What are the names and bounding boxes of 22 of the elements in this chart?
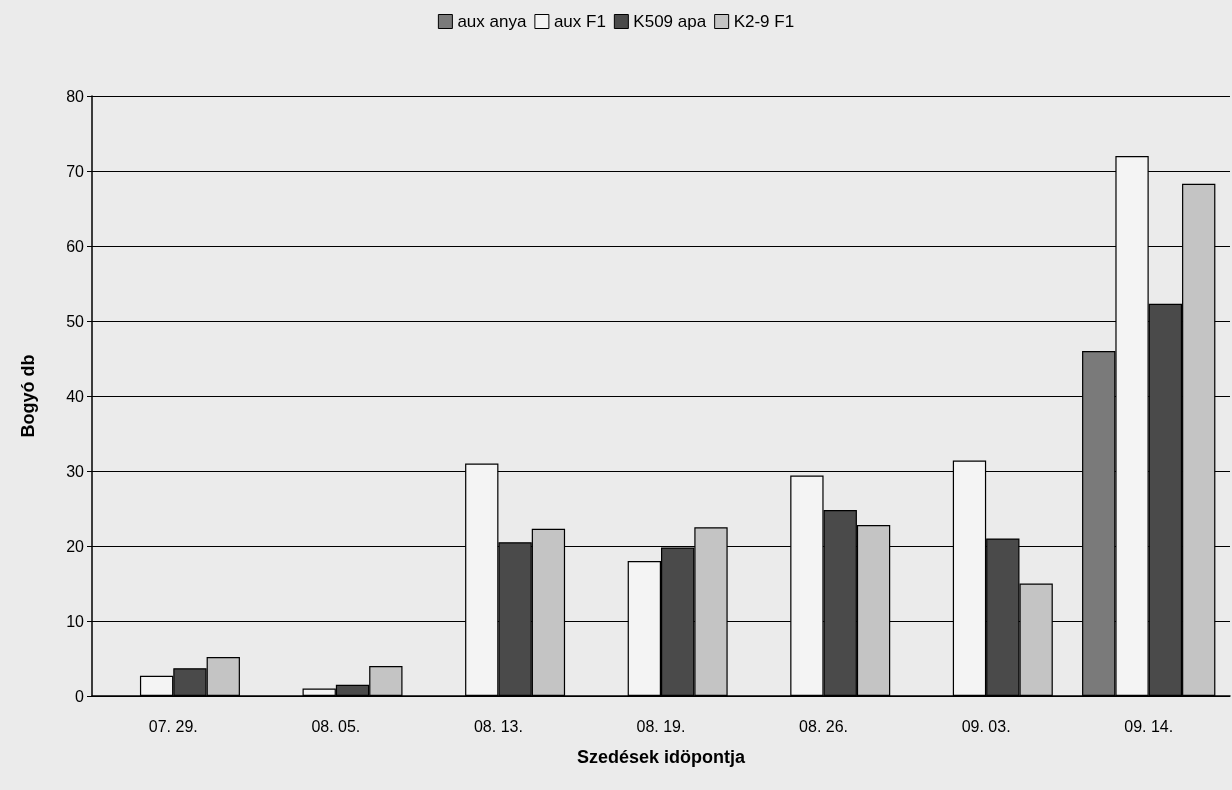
x-tick-label: 09. 14. xyxy=(1124,717,1174,735)
y-tick-label: 20 xyxy=(66,537,85,555)
x-tick-label: 08. 19. xyxy=(636,717,686,735)
y-tick-label: 30 xyxy=(66,462,85,480)
x-tick-label: 08. 05. xyxy=(311,717,361,735)
legend-label: aux anya xyxy=(457,12,527,31)
y-tick-label: 40 xyxy=(66,387,85,405)
x-axis-title: Szedések idöpontja xyxy=(576,747,746,767)
x-tick-label: 07. 29. xyxy=(148,717,198,735)
y-axis-title: Bogyó db xyxy=(18,354,38,438)
y-tick-label: 0 xyxy=(75,687,85,705)
y-tick-label: 10 xyxy=(66,612,85,630)
y-tick-label: 60 xyxy=(66,237,85,255)
y-tick-label: 70 xyxy=(66,162,85,180)
y-tick-label: 80 xyxy=(66,87,85,105)
legend-label: aux F1 xyxy=(553,12,606,31)
legend-label: K509 apa xyxy=(633,12,707,31)
x-tick-label: 08. 13. xyxy=(473,717,523,735)
y-tick-label: 50 xyxy=(66,312,85,330)
legend-label: K2-9 F1 xyxy=(733,12,795,31)
x-tick-label: 08. 26. xyxy=(799,717,849,735)
x-tick-label: 09. 03. xyxy=(961,717,1011,735)
